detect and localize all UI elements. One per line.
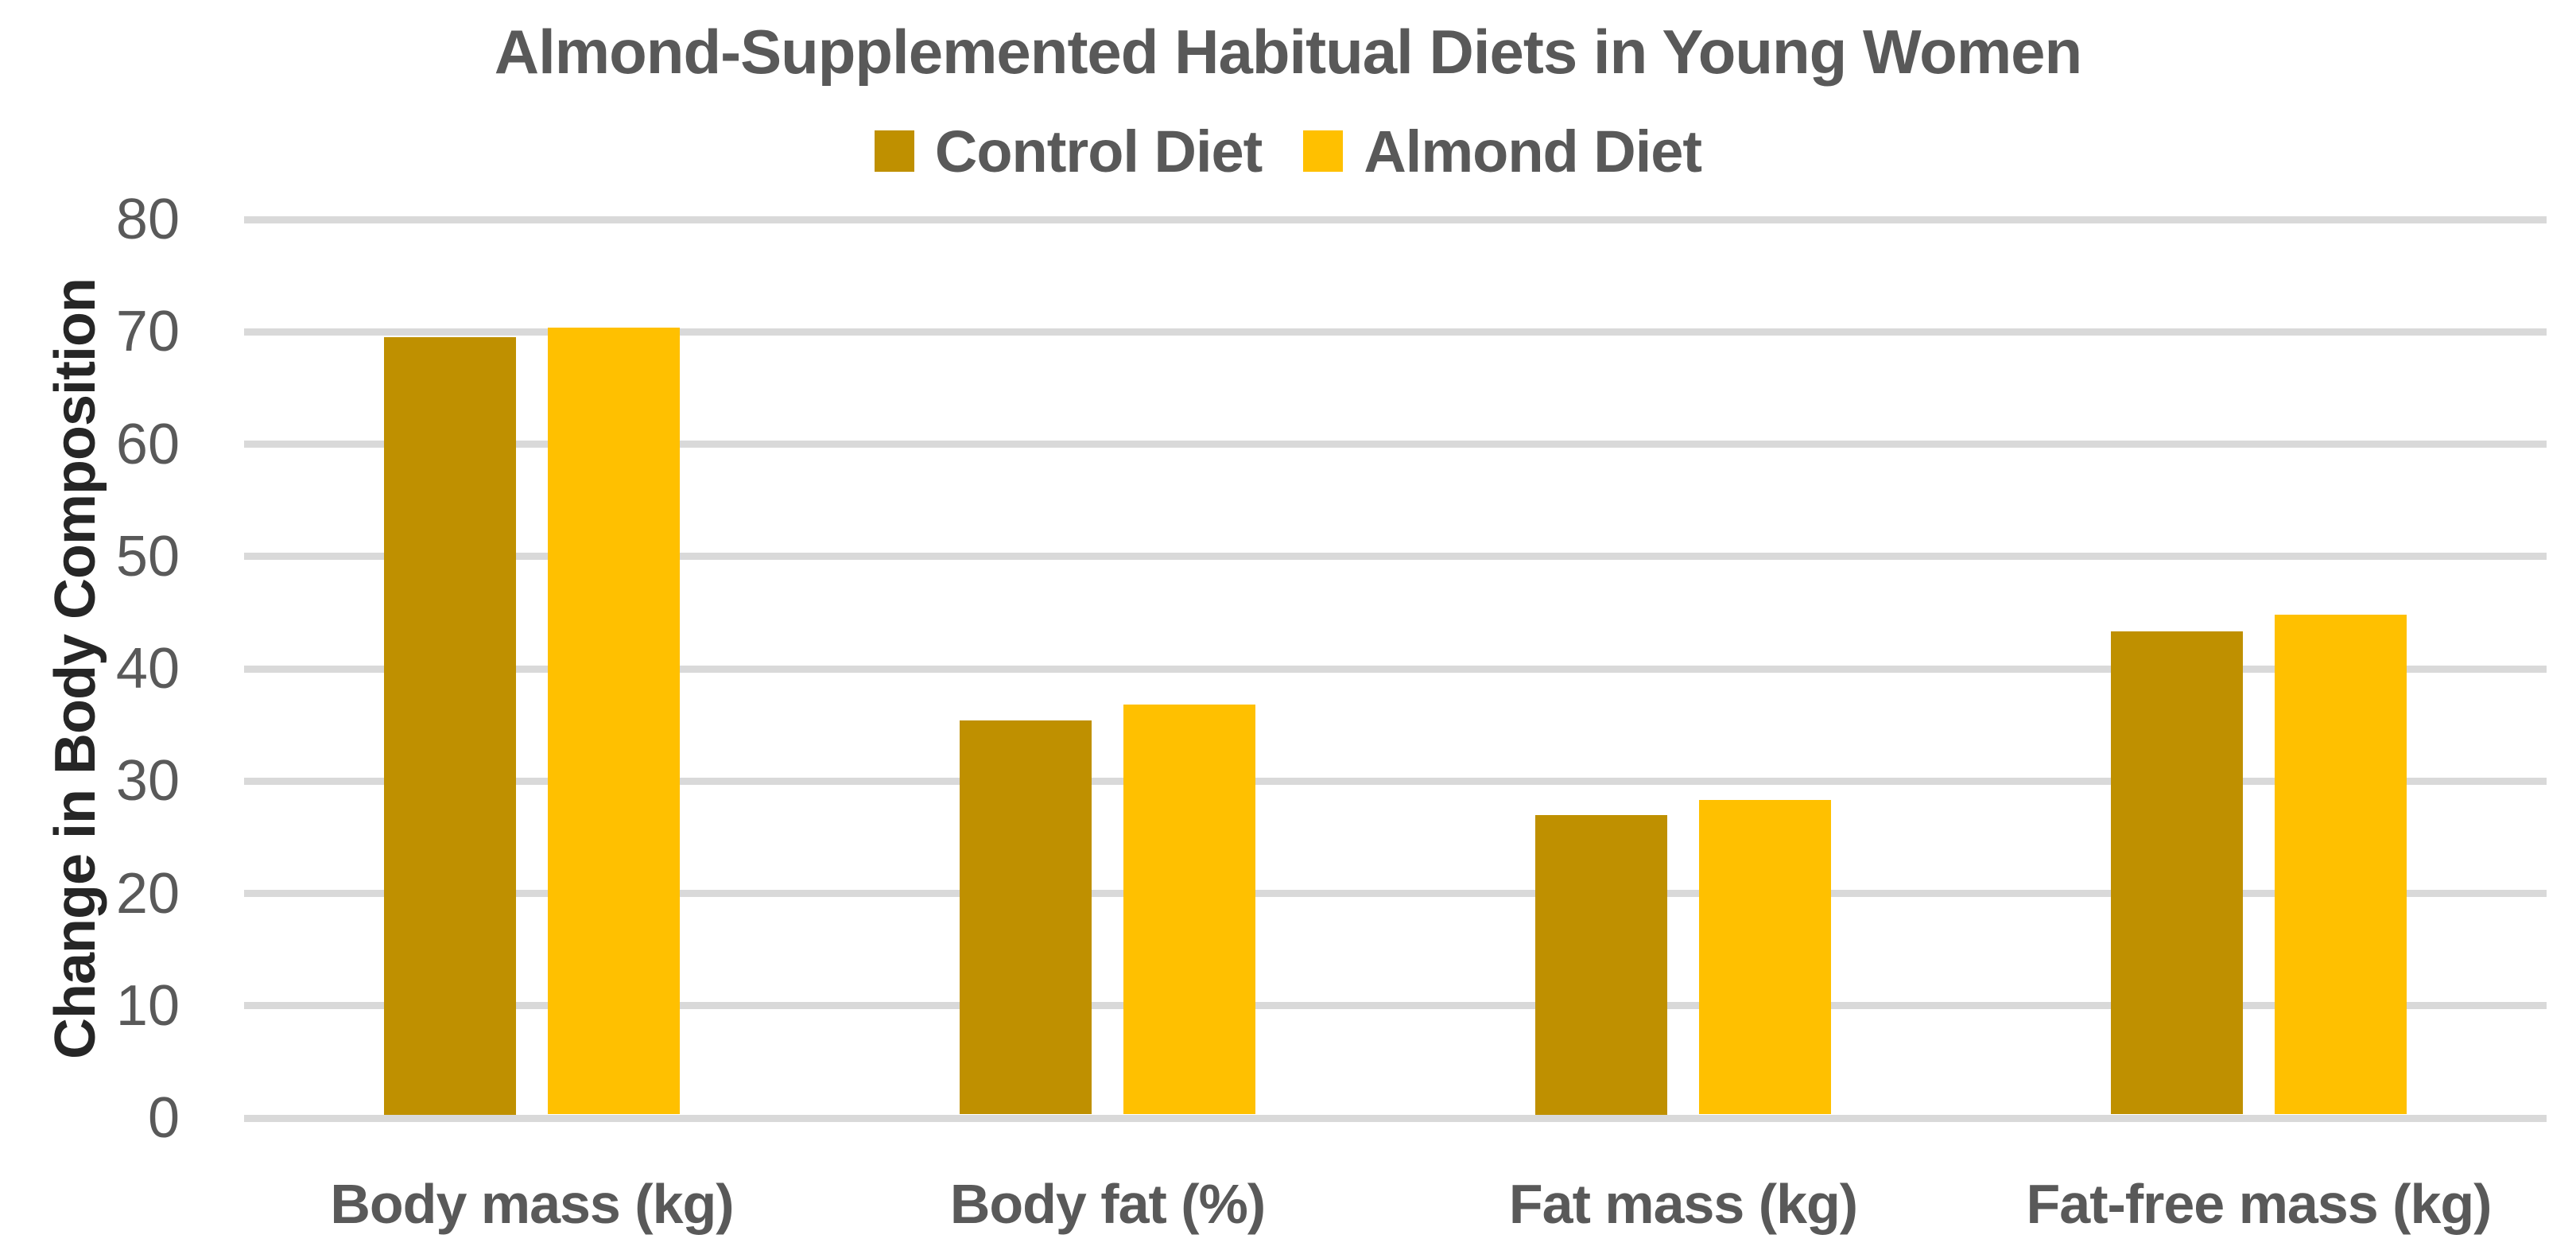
y-tick-label-80: 80 xyxy=(115,188,180,251)
bar-control-diet-body-fat xyxy=(960,720,1092,1115)
gridline-y-80 xyxy=(244,215,2547,223)
category-label-fat-free-mass-kg: Fat-free mass (kg) xyxy=(2026,1173,2493,1235)
bar-control-diet-fat-mass-kg xyxy=(1535,814,1667,1115)
gridline-y-20 xyxy=(244,890,2547,897)
bar-control-diet-body-mass-kg xyxy=(384,337,516,1115)
bar-almond-diet-fat-free-mass-kg xyxy=(2275,615,2407,1115)
y-tick-label-30: 30 xyxy=(115,749,180,813)
gridline-y-30 xyxy=(244,777,2547,785)
category-label-body-fat: Body fat (%) xyxy=(949,1173,1266,1235)
gridline-y-10 xyxy=(244,1002,2547,1010)
legend-swatch-almond-diet-icon xyxy=(1303,130,1344,172)
bar-almond-diet-body-fat xyxy=(1123,705,1255,1115)
category-label-body-mass-kg: Body mass (kg) xyxy=(330,1173,734,1235)
legend-label-almond-diet: Almond Diet xyxy=(1364,118,1702,184)
legend: Control Diet Almond Diet xyxy=(0,118,2576,184)
y-tick-label-40: 40 xyxy=(115,637,180,701)
gridline-y-50 xyxy=(244,553,2547,561)
y-tick-label-20: 20 xyxy=(115,861,180,926)
bar-almond-diet-fat-mass-kg xyxy=(1699,800,1831,1115)
bar-almond-diet-body-mass-kg xyxy=(548,327,680,1115)
gridline-y-40 xyxy=(244,665,2547,673)
y-tick-label-50: 50 xyxy=(115,524,180,588)
chart-title: Almond-Supplemented Habitual Diets in Yo… xyxy=(494,17,2082,87)
legend-item-control-diet: Control Diet xyxy=(874,118,1263,185)
category-label-fat-mass-kg: Fat mass (kg) xyxy=(1508,1173,1858,1235)
gridline-y-70 xyxy=(244,328,2547,336)
y-tick-label-10: 10 xyxy=(115,973,180,1038)
gridline-y-0 xyxy=(244,1114,2547,1122)
gridline-y-60 xyxy=(244,441,2547,448)
legend-swatch-control-diet-icon xyxy=(874,130,914,172)
y-tick-label-70: 70 xyxy=(115,300,180,364)
y-tick-label-0: 0 xyxy=(147,1086,180,1150)
legend-item-almond-diet: Almond Diet xyxy=(1303,118,1702,185)
y-tick-label-60: 60 xyxy=(115,412,180,476)
bar-control-diet-fat-free-mass-kg xyxy=(2111,631,2243,1115)
legend-label-control-diet: Control Diet xyxy=(934,118,1263,184)
